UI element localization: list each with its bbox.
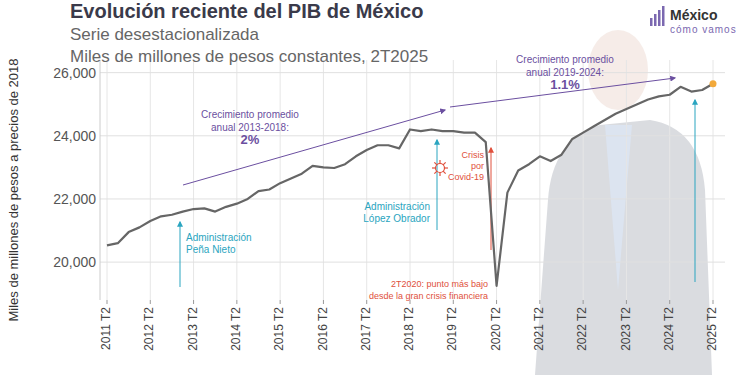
x-tick-label: 2022 T2 — [575, 307, 589, 351]
x-tick-label: 2011 T2 — [99, 307, 113, 350]
logo-bar — [662, 6, 665, 26]
grid-line-x — [669, 60, 670, 300]
x-tick-label: 2016 T2 — [316, 307, 330, 351]
x-tick — [626, 300, 627, 304]
y-tick-label: 20,000 — [53, 254, 96, 270]
x-tick-label: 2012 T2 — [142, 307, 156, 351]
series-line — [107, 84, 713, 286]
annotation: por — [471, 161, 484, 171]
annotation: Crecimiento promedio — [516, 54, 614, 65]
y-tick-label: 24,000 — [53, 128, 96, 144]
subtitle: Miles de millones de pesos constantes, 2… — [70, 47, 428, 66]
annotation: 2T2020: punto más bajo — [391, 279, 488, 289]
grid-line-x — [496, 60, 497, 300]
chart: 20,000 22,000 24,000 26,000 2011 T2 2012 T2 20… — [0, 0, 750, 375]
x-tick-label: 2017 T2 — [359, 307, 373, 351]
annotation-arrow — [437, 140, 438, 230]
logo: Méxicocómo vamos — [650, 6, 737, 35]
y-tick-label: 26,000 — [53, 65, 96, 81]
x-tick-label: 2020 T2 — [489, 307, 503, 351]
logo-name: México — [670, 7, 717, 23]
x-tick-label: 2024 T2 — [662, 307, 676, 351]
x-tick — [150, 300, 151, 304]
x-tick — [496, 300, 497, 304]
chart-root: 20,000 22,000 24,000 26,000 2011 T2 2012 T2 20… — [0, 0, 750, 375]
logo-bar — [650, 18, 653, 26]
x-tick — [193, 300, 194, 304]
annotation-arrow — [180, 222, 181, 287]
x-tick-label: 2014 T2 — [229, 307, 243, 351]
grid-line-x — [323, 60, 324, 300]
x-tick — [669, 300, 670, 304]
grid-line-x — [236, 60, 237, 300]
virus-body — [436, 164, 445, 173]
x-tick — [107, 300, 108, 304]
grid-line-x — [280, 60, 281, 300]
x-tick — [713, 300, 714, 304]
annotation: Peña Nieto — [186, 244, 236, 255]
logo-tagline: cómo vamos — [670, 24, 737, 35]
x-tick-label: 2015 T2 — [272, 307, 286, 351]
grid-line-x — [583, 60, 584, 300]
x-tick — [539, 300, 540, 304]
grid-line-x — [410, 60, 411, 300]
x-tick — [280, 300, 281, 304]
grid-line-x — [150, 60, 151, 300]
grid-line-y — [100, 72, 725, 73]
person-silhouette — [535, 30, 712, 375]
y-axis-line — [100, 60, 101, 300]
grid-line-x — [626, 60, 627, 300]
annotation: 1.1% — [550, 77, 580, 92]
x-tick — [323, 300, 324, 304]
grid-line-x — [366, 60, 367, 300]
x-tick-label: 2025 T2 — [705, 307, 719, 351]
x-tick-label: 2023 T2 — [619, 307, 633, 351]
x-tick-label: 2018 T2 — [402, 307, 416, 351]
x-tick-label: 2013 T2 — [186, 307, 200, 351]
annotation-arrow — [695, 100, 696, 282]
plot-area — [107, 80, 717, 286]
annotation: Crisis — [462, 150, 485, 160]
annotation: Covid-19 — [448, 172, 484, 182]
subtitle: Serie desestacionalizada — [70, 25, 260, 44]
x-tick-label: 2019 T2 — [445, 307, 459, 351]
annotation: Administración — [364, 201, 430, 212]
grid-line-y — [100, 262, 725, 263]
annotation: 2% — [241, 132, 260, 147]
logo-bar — [658, 10, 661, 26]
y-axis-label: Miles de millones de pesos a precios de … — [6, 58, 21, 321]
annotation: Administración — [186, 232, 252, 243]
annotation-arrows — [180, 78, 695, 287]
x-tick-label: 2021 T2 — [532, 307, 546, 351]
last-point — [710, 80, 717, 87]
grid-line-x — [713, 60, 714, 300]
annotation: López Obrador — [363, 213, 430, 224]
x-tick — [366, 300, 367, 304]
grid-line-x — [539, 60, 540, 300]
x-tick — [583, 300, 584, 304]
person-suit — [535, 120, 712, 375]
grid-line-y — [100, 135, 725, 136]
annotation: Crecimiento promedio — [201, 109, 299, 120]
title: Evolución reciente del PIB de México — [70, 0, 423, 22]
virus-icon — [432, 160, 448, 176]
logo-bar — [654, 14, 657, 26]
annotation-arrow — [183, 110, 445, 185]
y-tick-label: 22,000 — [53, 191, 96, 207]
grid-line-x — [193, 60, 194, 300]
grid-line-x — [107, 60, 108, 300]
grid-line-y — [100, 198, 725, 199]
x-tick — [236, 300, 237, 304]
grid — [100, 60, 725, 300]
person-tie — [605, 125, 632, 290]
annotation: desde la gran crisis financiera — [369, 291, 488, 301]
